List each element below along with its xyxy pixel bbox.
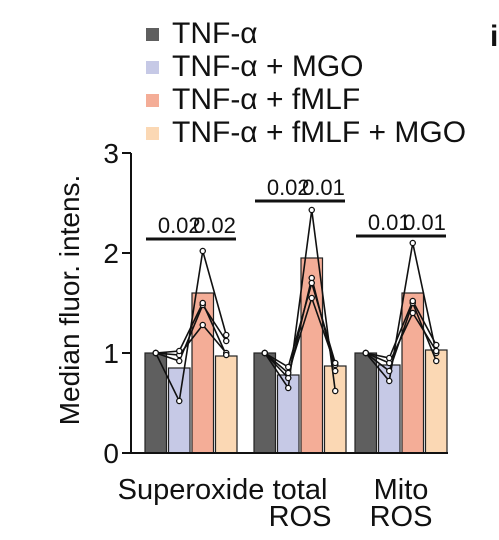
- data-point: [308, 206, 315, 214]
- data-point: [152, 349, 159, 357]
- data-point: [284, 363, 292, 371]
- data-point: [308, 279, 315, 287]
- y-tick-label: 3: [103, 138, 119, 169]
- y-tick-label: 2: [103, 238, 119, 269]
- data-point: [308, 294, 315, 302]
- data-point: [284, 369, 292, 377]
- paired-line: [264, 295, 337, 375]
- data-point: [409, 239, 416, 247]
- x-tick-label: Superoxide: [118, 474, 265, 506]
- y-tick-label: 1: [103, 338, 119, 369]
- p-value-label: 0.01: [368, 210, 411, 235]
- y-tick-label: 0: [103, 438, 119, 469]
- data-point: [175, 357, 183, 365]
- legend-swatch-tnf-fmlf-mgo: [146, 127, 159, 140]
- data-point: [199, 321, 206, 329]
- bar: [253, 352, 277, 454]
- bar: [424, 349, 448, 454]
- paired-line: [365, 299, 437, 359]
- data-point: [385, 367, 393, 375]
- bar: [167, 367, 191, 454]
- x-tick-label: Mito: [374, 474, 429, 506]
- x-tick-label: total: [273, 474, 328, 506]
- p-value-label: 0.01: [403, 210, 446, 235]
- data-point: [222, 337, 230, 345]
- data-point: [432, 341, 440, 349]
- bar: [300, 257, 324, 454]
- y-axis-label: Median fluor. intens.: [54, 175, 85, 426]
- data-point: [175, 347, 183, 355]
- data-point: [199, 247, 206, 255]
- data-point: [385, 377, 393, 385]
- bar: [214, 355, 238, 454]
- paired-line: [155, 323, 227, 356]
- data-point: [409, 309, 416, 317]
- x-tick-label: ROS: [269, 501, 332, 533]
- p-value-label: 0.02: [193, 213, 236, 238]
- data-point: [222, 351, 230, 359]
- data-point: [385, 354, 393, 362]
- paired-line: [155, 301, 227, 356]
- data-point: [222, 331, 230, 339]
- data-point: [432, 357, 440, 365]
- legend-swatch-tnf-fmlf: [146, 94, 159, 107]
- paired-line: [264, 280, 337, 369]
- legend-swatch-tnf: [146, 28, 159, 41]
- p-value-label: 0.02: [267, 175, 310, 200]
- bar: [401, 292, 425, 454]
- p-value-label: 0.02: [158, 213, 201, 238]
- legend-label-tnf-mgo: TNF-α + MGO: [172, 50, 364, 83]
- bar: [323, 365, 347, 454]
- data-point: [175, 397, 183, 405]
- data-point: [331, 387, 339, 395]
- panel-letter: i: [490, 20, 499, 53]
- data-point: [331, 367, 339, 375]
- paired-line: [365, 311, 437, 365]
- x-tick-label: ROS: [370, 501, 433, 533]
- data-point: [432, 347, 440, 355]
- data-point: [331, 359, 339, 367]
- data-point: [284, 384, 292, 392]
- bar: [354, 352, 378, 454]
- paired-line: [365, 242, 438, 383]
- legend-label-tnf-fmlf: TNF-α + fMLF: [172, 83, 361, 116]
- data-point: [261, 349, 268, 357]
- paired-line: [155, 303, 227, 362]
- legend-swatch-tnf-mgo: [146, 61, 159, 74]
- p-value-label: 0.01: [302, 175, 345, 200]
- paired-line: [264, 209, 337, 392]
- legend-label-tnf-fmlf-mgo: TNF-α + fMLF + MGO: [172, 116, 467, 149]
- data-point: [199, 299, 206, 307]
- legend-label-tnf: TNF-α: [172, 17, 258, 50]
- data-point: [409, 297, 416, 305]
- data-point: [362, 349, 369, 357]
